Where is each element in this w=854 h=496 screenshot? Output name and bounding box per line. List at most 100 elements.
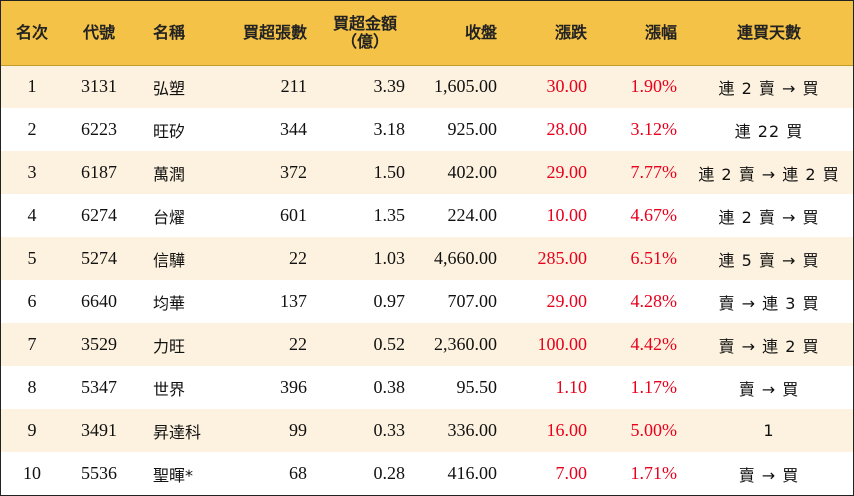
cell-close: 416.00 [447,463,498,483]
cell-name: 信驊 [153,250,186,270]
cell-net-amount: 0.38 [373,377,406,397]
cell-pct: 4.42% [630,334,678,354]
cell-name: 均華 [153,293,186,313]
cell-streak: 賣 → 連 2 買 [718,336,820,356]
cell-net-amount: 0.97 [373,291,406,311]
cell-name: 萬潤 [153,164,186,184]
cell-rank: 9 [27,420,37,440]
table-row: 7 3529 力旺 22 0.52 2,360.00 100.00 4.42% … [1,323,853,366]
cell-streak: 連 2 賣 → 連 2 買 [698,164,840,184]
header-net-amount-line2: （億） [340,31,389,51]
cell-code: 3529 [81,334,117,354]
cell-net-amount: 1.35 [373,205,406,225]
header-rank: 名次 [15,22,48,42]
table-row: 4 6274 台燿 601 1.35 224.00 10.00 4.67% 連 … [1,194,853,237]
cell-streak: 連 22 買 [734,121,804,141]
cell-code: 3131 [63,64,135,108]
cell-change: 10.00 [546,205,588,225]
cell-name: 台燿 [153,207,186,227]
cell-code: 6223 [81,119,117,139]
cell-net-lots: 99 [289,420,307,440]
cell-pct: 7.77% [630,162,678,182]
cell-change: 29.00 [546,291,588,311]
cell-code: 5536 [81,463,117,483]
cell-close: 2,360.00 [434,334,497,354]
cell-close: 4,660.00 [434,248,497,268]
table-header: 名次 代號 名稱 買超張數 買超金額 （億） 收盤 漲跌 漲幅 連買天數 [1,1,853,65]
cell-pct: 1.71% [630,463,678,483]
cell-code: 5274 [81,248,117,268]
cell-change: 30.00 [505,64,595,108]
cell-net-lots: 601 [280,205,307,225]
cell-code: 3491 [81,420,117,440]
cell-pct: 1.90% [595,64,685,108]
cell-pct: 1.17% [630,377,678,397]
cell-rank: 5 [27,248,37,268]
cell-change: 16.00 [546,420,588,440]
cell-rank: 8 [27,377,37,397]
cell-close: 402.00 [447,162,498,182]
table-row: 8 5347 世界 396 0.38 95.50 1.10 1.17% 賣 → … [1,366,853,409]
cell-code: 5347 [81,377,117,397]
cell-net-amount: 0.28 [373,463,406,483]
cell-net-lots: 211 [225,64,315,108]
header-net-amount-line1: 買超金額 [332,13,397,33]
cell-net-lots: 22 [289,248,307,268]
cell-net-lots: 344 [280,119,307,139]
header-pct: 漲幅 [644,22,677,42]
cell-change: 7.00 [555,463,588,483]
table-row: 5 5274 信驊 22 1.03 4,660.00 285.00 6.51% … [1,237,853,280]
table-body: 1 3131 弘塑 211 3.39 1,605.00 30.00 1.90% … [1,64,853,495]
cell-rank: 6 [27,291,37,311]
header-net-amount: 買超金額 （億） [315,1,415,65]
header-change: 漲跌 [554,22,587,42]
cell-net-amount: 0.33 [373,420,406,440]
cell-pct: 5.00% [630,420,678,440]
cell-rank: 1 [1,64,63,108]
table-row: 2 6223 旺矽 344 3.18 925.00 28.00 3.12% 連 … [1,108,853,151]
cell-streak: 連 2 賣 → 買 [718,207,820,227]
table-row: 1 3131 弘塑 211 3.39 1,605.00 30.00 1.90% … [1,64,853,108]
cell-code: 6640 [81,291,117,311]
cell-close: 707.00 [447,291,498,311]
cell-name: 聖暉* [153,465,194,485]
cell-name: 旺矽 [153,121,186,141]
table-row: 3 6187 萬潤 372 1.50 402.00 29.00 7.77% 連 … [1,151,853,194]
cell-net-amount: 3.18 [373,119,406,139]
header-code: 代號 [82,22,115,42]
cell-net-lots: 22 [289,334,307,354]
cell-streak: 賣 → 連 3 買 [718,293,820,313]
cell-rank: 2 [27,119,37,139]
cell-close: 336.00 [447,420,498,440]
cell-change: 1.10 [555,377,588,397]
cell-code: 6187 [81,162,117,182]
cell-change: 28.00 [546,119,588,139]
cell-net-lots: 396 [280,377,307,397]
cell-name: 力旺 [153,336,186,356]
cell-net-amount: 3.39 [315,64,415,108]
table-row: 6 6640 均華 137 0.97 707.00 29.00 4.28% 賣 … [1,280,853,323]
header-row: 名次 代號 名稱 買超張數 買超金額 （億） 收盤 漲跌 漲幅 連買天數 [1,1,853,65]
header-close: 收盤 [464,22,497,42]
cell-pct: 4.28% [630,291,678,311]
cell-streak: 連 5 賣 → 買 [718,250,820,270]
cell-name: 昇達科 [153,422,202,442]
cell-change: 29.00 [546,162,588,182]
cell-close: 925.00 [447,119,498,139]
header-net-lots: 買超張數 [242,22,307,42]
header-name: 名稱 [153,22,186,42]
header-streak: 連買天數 [736,22,801,42]
cell-streak: 1 [763,421,775,440]
cell-streak: 連 2 賣 → 買 [685,64,853,108]
cell-net-lots: 372 [280,162,307,182]
cell-streak: 賣 → 買 [738,465,800,485]
cell-streak: 賣 → 買 [738,379,800,399]
table-row: 10 5536 聖暉* 68 0.28 416.00 7.00 1.71% 賣 … [1,452,853,495]
cell-pct: 4.67% [630,205,678,225]
cell-change: 285.00 [537,248,588,268]
cell-rank: 7 [27,334,37,354]
cell-rank: 3 [27,162,37,182]
cell-rank: 4 [27,205,37,225]
